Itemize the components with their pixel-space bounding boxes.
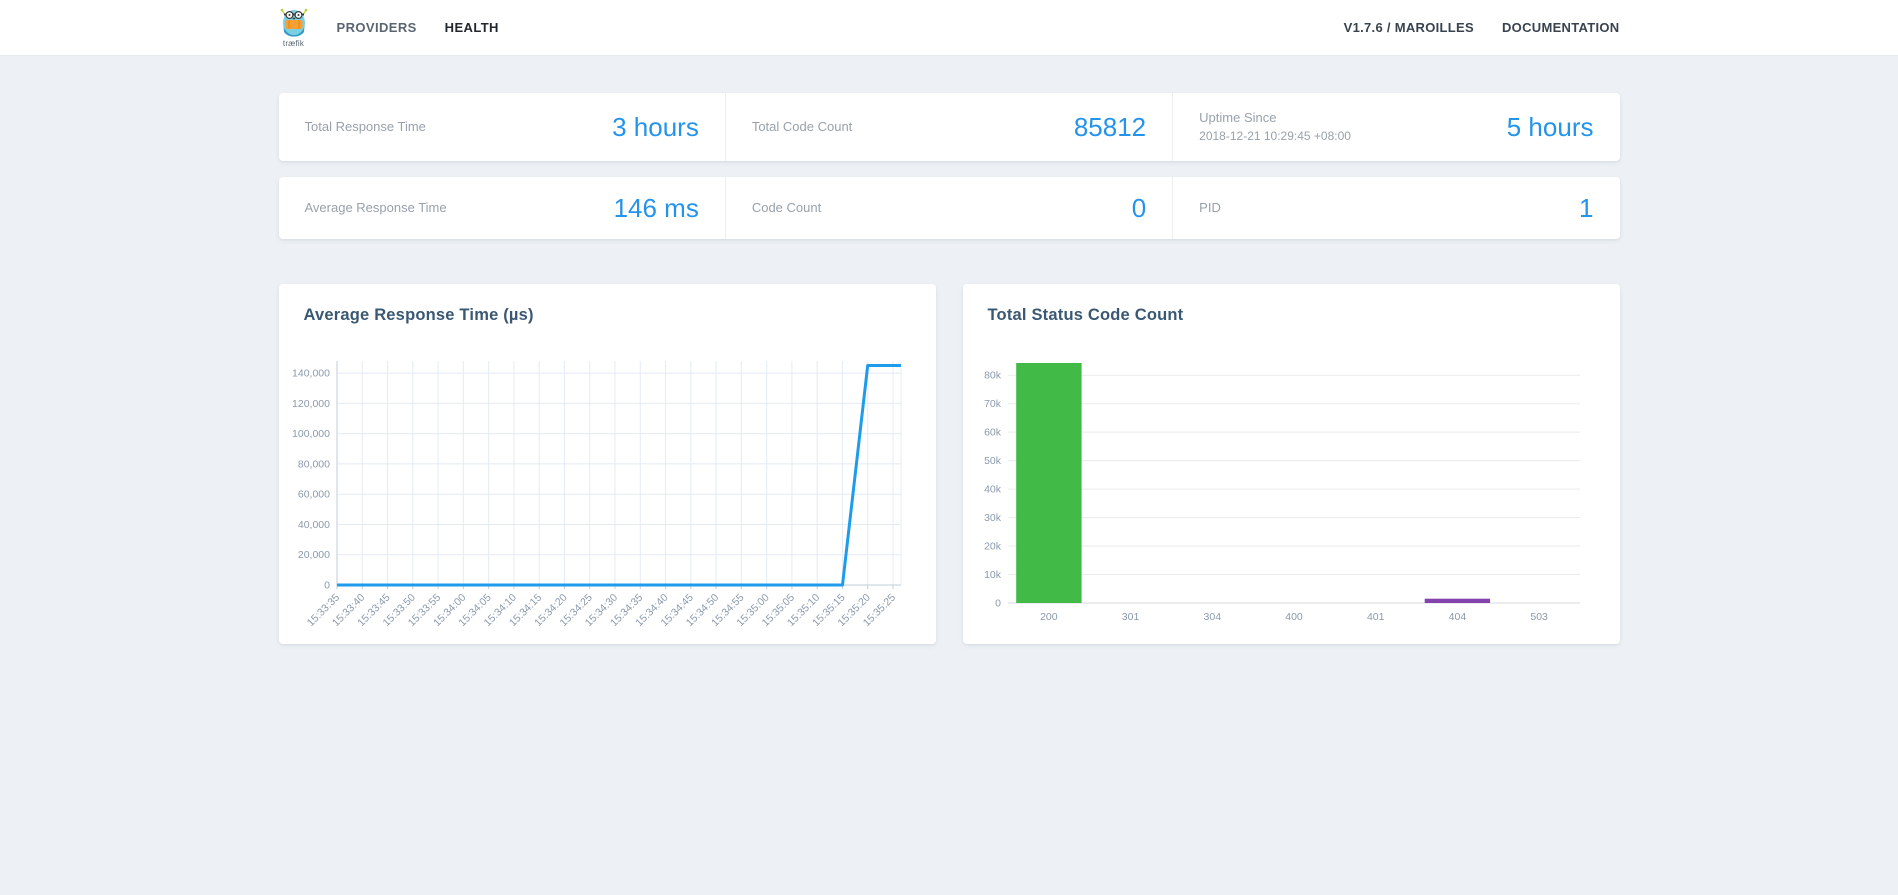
nav-tab-health[interactable]: HEALTH [444,20,499,35]
traefik-mascot-icon [280,8,307,37]
svg-text:80,000: 80,000 [297,458,329,470]
stat-label: Total Code Count [751,118,853,134]
svg-text:40k: 40k [984,484,1002,496]
uptime-timestamp: 2018-12-21 10:29:45 +08:00 [1199,129,1351,143]
svg-text:140,000: 140,000 [292,368,330,380]
svg-text:200: 200 [1040,611,1058,623]
stat-value: 3 hours [612,111,699,142]
stat-total-response-time: Total Response Time 3 hours [279,93,725,161]
stat-code-count: Code Count 0 [724,177,1172,239]
svg-text:20k: 20k [984,541,1002,553]
svg-text:401: 401 [1366,611,1384,623]
traefik-logo[interactable]: træfik [279,8,309,48]
svg-text:20,000: 20,000 [297,549,329,561]
stat-total-code-count: Total Code Count 85812 [724,93,1172,161]
stat-value: 85812 [1073,111,1147,142]
documentation-link[interactable]: DOCUMENTATION [1501,20,1620,35]
stat-label: Uptime Since 2018-12-21 10:29:45 +08:00 [1199,109,1351,145]
version-link[interactable]: V1.7.6 / MAROILLES [1343,20,1474,35]
stat-label: Average Response Time [304,199,447,215]
svg-text:503: 503 [1530,611,1548,623]
svg-text:304: 304 [1203,611,1221,623]
nav-tab-providers[interactable]: PROVIDERS [336,20,417,35]
svg-text:301: 301 [1121,611,1139,623]
svg-text:400: 400 [1285,611,1303,623]
stat-value: 1 [1579,192,1594,223]
chart-title: Total Status Code Count [987,306,1184,324]
svg-text:0: 0 [995,598,1001,610]
svg-text:100,000: 100,000 [292,428,330,440]
stat-pid: PID 1 [1172,177,1619,239]
stat-value: 5 hours [1506,111,1594,142]
stat-uptime-since: Uptime Since 2018-12-21 10:29:45 +08:00 … [1172,93,1619,161]
stat-label: Total Response Time [304,118,426,134]
stat-label: Code Count [751,199,822,215]
avg-response-time-line-chart: 0 20,000 40,000 60,000 80,000 100,000 120,000 1… [292,361,901,629]
stat-value: 0 [1131,192,1147,223]
svg-text:404: 404 [1448,611,1466,623]
svg-text:50k: 50k [984,455,1002,467]
stat-value: 146 ms [613,192,699,223]
top-navbar: træfik PROVIDERS HEALTH V1.7.6 / MAROILL… [0,0,1898,56]
avg-response-time-chart-card: Average Response Time (µs) 0 20,000 40,000… [278,284,936,644]
stat-average-response-time: Average Response Time 146 ms [279,177,725,239]
stats-row-1: Total Response Time 3 hours Total Code C… [278,93,1620,161]
chart-title: Average Response Time (µs) [303,306,534,324]
svg-text:30k: 30k [984,512,1002,524]
svg-text:120,000: 120,000 [292,398,330,410]
svg-text:0: 0 [324,580,330,592]
svg-text:60,000: 60,000 [297,489,329,501]
stat-label: PID [1199,199,1221,215]
svg-text:10k: 10k [984,569,1002,581]
stats-row-2: Average Response Time 146 ms Code Count … [278,177,1620,239]
status-code-chart-card: Total Status Code Count 0 10k 20k 30k 40k 50k… [962,284,1620,644]
status-code-bar-chart: 0 10k 20k 30k 40k 50k 60k 70k 80k 200 301 304 400 401… [984,363,1580,623]
svg-text:70k: 70k [984,398,1002,410]
uptime-label: Uptime Since [1199,109,1277,125]
svg-text:80k: 80k [984,370,1002,382]
svg-text:60k: 60k [984,427,1002,439]
logo-wordmark: træfik [282,38,305,48]
svg-text:40,000: 40,000 [297,519,329,531]
